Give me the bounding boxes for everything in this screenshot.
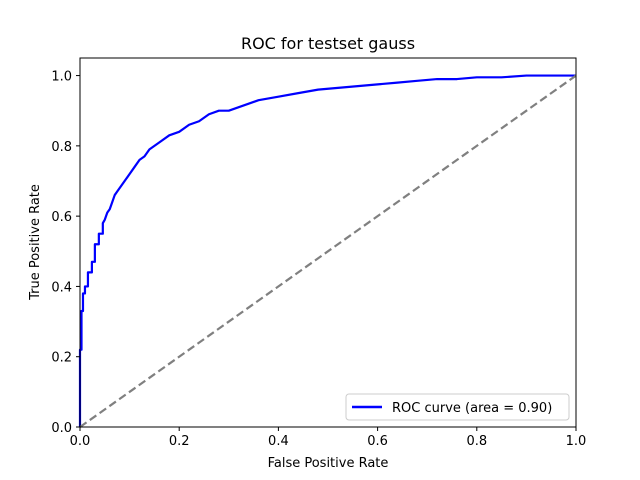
y-axis-label: True Positive Rate — [28, 184, 43, 301]
x-tick-label: 0.0 — [70, 434, 91, 449]
y-tick-label: 0.2 — [51, 351, 72, 366]
y-tick-label: 0.6 — [51, 210, 72, 225]
y-tick-label: 0.4 — [51, 280, 72, 295]
chart-title: ROC for testset gauss — [241, 34, 415, 53]
series-layer — [78, 74, 577, 428]
y-tick-label: 0.8 — [51, 140, 72, 155]
roc-curve-line — [78, 74, 576, 427]
x-tick-label: 0.8 — [466, 434, 487, 449]
y-tick-label: 0.0 — [51, 421, 72, 436]
y-axis: 0.0 0.2 0.4 0.6 0.8 1.0 — [51, 70, 80, 436]
x-tick-label: 0.2 — [169, 434, 190, 449]
x-tick-label: 0.4 — [268, 434, 289, 449]
chance-line — [79, 74, 577, 428]
legend: ROC curve (area = 0.90) — [345, 393, 570, 421]
legend-entry-roc-curve: ROC curve (area = 0.90) — [392, 401, 552, 416]
x-axis: 0.0 0.2 0.4 0.6 0.8 1.0 — [70, 427, 587, 449]
x-tick-label: 1.0 — [566, 434, 587, 449]
axes-frame — [79, 57, 577, 428]
x-axis-label: False Positive Rate — [268, 456, 389, 471]
x-tick-label: 0.6 — [367, 434, 388, 449]
legend-box — [345, 393, 570, 421]
y-tick-label: 1.0 — [51, 70, 72, 85]
